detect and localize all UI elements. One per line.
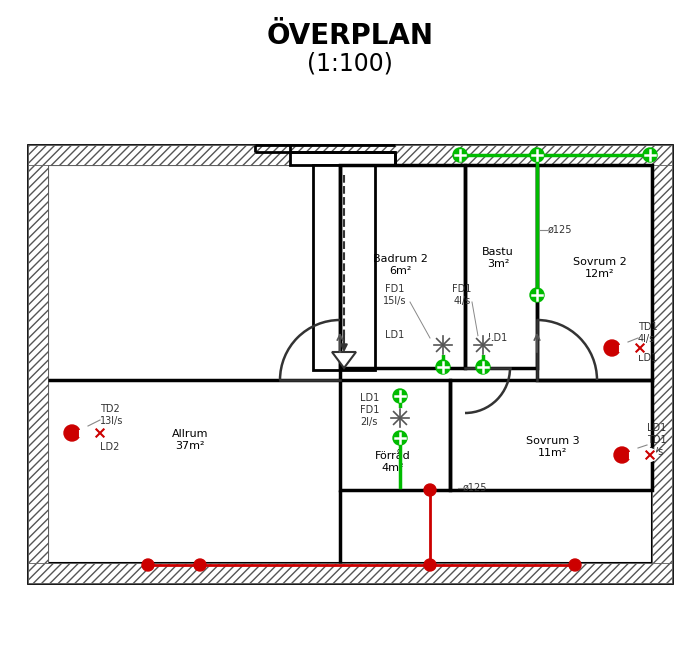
Polygon shape [332, 352, 356, 368]
Bar [80, 430, 94, 435]
Text: TD2
13l/s: TD2 13l/s [100, 404, 123, 426]
Circle shape [393, 431, 407, 445]
Circle shape [530, 288, 544, 302]
Text: FD1
4l/s: FD1 4l/s [452, 284, 472, 306]
Text: LD1: LD1 [489, 333, 508, 343]
Text: Badrum 2
6m²: Badrum 2 6m² [372, 254, 428, 276]
Text: Förråd
4m²: Förråd 4m² [375, 451, 411, 473]
Circle shape [530, 148, 544, 162]
Bar [465, 165, 537, 368]
Circle shape [142, 559, 154, 571]
Bar [313, 165, 375, 370]
Bar [48, 165, 652, 563]
Text: ÖVERPLAN: ÖVERPLAN [267, 22, 433, 50]
Circle shape [453, 148, 467, 162]
Circle shape [393, 389, 407, 403]
Circle shape [424, 559, 436, 571]
Text: Allrum
37m²: Allrum 37m² [172, 429, 209, 451]
Circle shape [94, 427, 106, 439]
Text: LD1
TD1
4l/s: LD1 TD1 4l/s [647, 423, 666, 457]
Circle shape [436, 360, 450, 374]
Text: Sovrum 2
12m²: Sovrum 2 12m² [573, 258, 627, 279]
Text: LD1: LD1 [638, 353, 657, 363]
Text: Bastu
3m²: Bastu 3m² [482, 247, 514, 269]
Circle shape [424, 484, 436, 496]
Bar [28, 563, 672, 583]
Bar [28, 165, 48, 563]
Bar [652, 165, 672, 563]
Bar [28, 145, 672, 165]
Bar [340, 165, 465, 368]
Text: (1:100): (1:100) [307, 52, 393, 76]
Circle shape [434, 336, 452, 354]
Text: ø125: ø125 [463, 483, 487, 493]
Circle shape [569, 559, 581, 571]
Text: TD1
4l/s: TD1 4l/s [638, 322, 657, 344]
Text: LD1: LD1 [386, 330, 405, 340]
Circle shape [604, 340, 620, 356]
Bar [537, 165, 652, 380]
Circle shape [643, 148, 657, 162]
Bar [28, 145, 672, 583]
Circle shape [614, 447, 630, 463]
Bar [630, 452, 644, 457]
Bar [450, 380, 652, 490]
Circle shape [391, 409, 409, 427]
Bar [340, 380, 450, 490]
Circle shape [474, 336, 492, 354]
Circle shape [634, 342, 646, 354]
Text: LD2: LD2 [100, 442, 120, 452]
Text: Sovrum 3
11m²: Sovrum 3 11m² [526, 436, 580, 458]
Text: ø125: ø125 [548, 225, 573, 235]
Circle shape [476, 360, 490, 374]
Circle shape [644, 449, 656, 461]
Bar [620, 345, 634, 351]
Circle shape [64, 425, 80, 441]
Circle shape [194, 559, 206, 571]
Bar [290, 152, 395, 165]
Text: LD1
FD1
2l/s: LD1 FD1 2l/s [360, 393, 379, 426]
Text: FD1
15l/s: FD1 15l/s [384, 284, 407, 306]
